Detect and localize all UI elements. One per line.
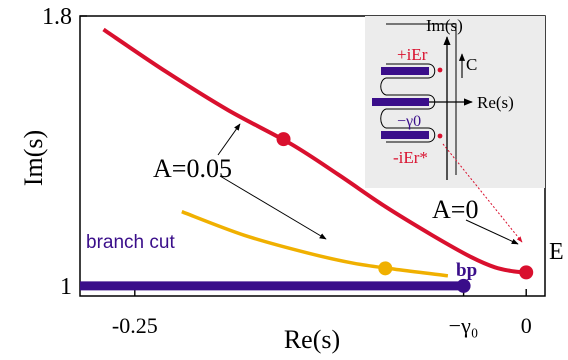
x-tick-label-1: −γ₀: [449, 313, 479, 338]
x-axis-label: Re(s): [284, 325, 340, 354]
y-axis-label: Im(s): [19, 130, 48, 186]
annotation-a005: A=0.05: [153, 154, 232, 183]
inset-cut-bottom: [381, 131, 429, 139]
inset-im-label: Im(s): [426, 16, 463, 35]
arrow-a005-to-lower: [219, 175, 327, 240]
contour-c: [386, 23, 457, 175]
arrow-a0-to-end: [465, 219, 519, 245]
tick-labels: -0.25 −γ₀ 0 1.8 1: [42, 4, 532, 338]
x-tick-label-2: 0: [521, 313, 532, 338]
inset-cut-middle: [372, 98, 429, 106]
inset-pole-lower: [437, 133, 443, 139]
marker-point-3: [456, 278, 471, 293]
marker-layer: [276, 132, 534, 293]
inset-re-label: Re(s): [477, 93, 514, 112]
keyhole-loop-bottom: [386, 127, 436, 143]
contour-c-label: C: [466, 55, 477, 74]
inset: Im(s) Re(s) C +iEr −γ0 -iEr*: [365, 16, 545, 188]
marker-point-1: [378, 261, 393, 276]
y-tick-label-1: 1: [60, 274, 72, 300]
inset-plus-ier-label: +iEr: [397, 45, 428, 64]
series-line-0: [102, 27, 527, 275]
series-line-1: [181, 210, 449, 278]
arrow-inset-to-end: [442, 143, 523, 243]
x-tick-label-0: -0.25: [112, 313, 158, 338]
keyhole-connector-upper: [380, 77, 387, 96]
keyhole-connector-lower: [380, 108, 387, 129]
inset-gamma-label: −γ0: [397, 113, 421, 130]
arrow-a005-to-upper: [217, 123, 241, 156]
marker-point-2: [519, 265, 534, 280]
keyhole-loop-middle: [386, 94, 436, 110]
marker-point-0: [276, 132, 291, 147]
inset-minus-ier-label: -iEr*: [393, 148, 428, 167]
series-layer: [80, 27, 527, 291]
annotation-bp: bp: [456, 260, 477, 281]
annotation-e: E: [549, 239, 564, 265]
y-tick-label-0: 1.8: [42, 4, 72, 30]
annotation-branch-cut: branch cut: [86, 232, 175, 253]
annotation-a0: A=0: [432, 195, 478, 224]
inset-cut-top: [381, 67, 429, 75]
keyhole-loop-top: [386, 63, 436, 79]
inset-pole-upper: [437, 67, 443, 73]
